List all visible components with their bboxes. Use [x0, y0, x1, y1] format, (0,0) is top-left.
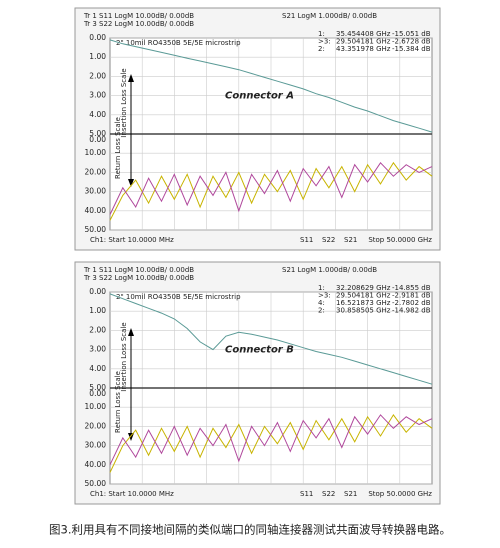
trace-header: S21 LogM 1.000dB/ 0.00dB: [282, 266, 377, 274]
legend-label: S11: [300, 236, 313, 244]
marker-cell: -15.384 dB: [392, 45, 431, 53]
y-tick-label: 0.00: [89, 33, 106, 42]
panel-subtitle: 2" 10mil RO4350B 5E/5E microstrip: [116, 39, 241, 47]
marker-cell: >3:: [318, 38, 331, 46]
y2-tick-label: 20.00: [85, 167, 107, 176]
y-tick-label: 1.00: [89, 52, 106, 61]
panel-title: Connector B: [225, 345, 294, 356]
y-tick-label: 3.00: [89, 345, 106, 354]
caption: 图3.利用具有不同接地间隔的类似端口的同轴连接器测试共面波导转换器电路。: [49, 523, 451, 537]
y2-tick-label: 10.00: [85, 402, 107, 411]
trace-header: Tr 3 S22 LogM 10.00dB/ 0.00dB: [83, 274, 194, 282]
y-axis-label: Insertion Loss Scale: [120, 322, 128, 391]
y2-tick-label: 30.00: [85, 441, 107, 450]
y2-tick-label: 30.00: [85, 187, 107, 196]
marker-cell: 32.208629 GHz: [336, 284, 391, 292]
series-line: [109, 293, 433, 385]
trace-header: Tr 1 S11 LogM 10.00dB/ 0.00dB: [83, 266, 194, 274]
y-tick-label: 5.00: [89, 129, 106, 138]
marker-cell: 4:: [318, 299, 325, 307]
marker-cell: -2.9181 dB: [392, 292, 431, 300]
marker-cell: -15.051 dB: [392, 30, 431, 38]
marker-cell: 29.504181 GHz: [336, 38, 391, 46]
panel-subtitle: 2" 10mil RO4350B 5E/5E microstrip: [116, 293, 241, 301]
y2-tick-label: 10.00: [85, 148, 107, 157]
series-line: [109, 414, 433, 466]
y2-tick-label: 50.00: [85, 225, 107, 234]
y-tick-label: 5.00: [89, 383, 106, 392]
marker-cell: 2:: [318, 307, 325, 315]
y-tick-label: 3.00: [89, 91, 106, 100]
panel-title: Connector A: [225, 91, 294, 102]
y2-tick-label: 0.00: [89, 389, 106, 398]
trace-header: Tr 1 S11 LogM 10.00dB/ 0.00dB: [83, 12, 194, 20]
y-tick-label: 4.00: [89, 110, 106, 119]
legend-label: S22: [322, 236, 335, 244]
marker-cell: -2.7802 dB: [392, 299, 431, 307]
legend-label: S21: [344, 236, 357, 244]
y2-tick-label: 40.00: [85, 206, 107, 215]
y2-tick-label: 40.00: [85, 460, 107, 469]
footer-left: Ch1: Start 10.0000 MHz: [90, 236, 174, 244]
y-tick-label: 4.00: [89, 364, 106, 373]
y-tick-label: 0.00: [89, 287, 106, 296]
y2-tick-label: 20.00: [85, 421, 107, 430]
marker-cell: -2.6728 dB: [392, 38, 431, 46]
marker-cell: 29.504181 GHz: [336, 292, 391, 300]
legend-label: S21: [344, 490, 357, 498]
marker-cell: 1:: [318, 284, 325, 292]
trace-header: S21 LogM 1.000dB/ 0.00dB: [282, 12, 377, 20]
series-line: [109, 162, 433, 215]
legend-label: S22: [322, 490, 335, 498]
legend-label: S11: [300, 490, 313, 498]
marker-cell: 35.454408 GHz: [336, 30, 391, 38]
y-tick-label: 2.00: [89, 325, 106, 334]
marker-cell: -14.855 dB: [392, 284, 431, 292]
series-line: [109, 39, 433, 133]
y2-axis-label: Return Loss Scale: [114, 371, 122, 433]
marker-cell: 16.521873 GHz: [336, 299, 391, 307]
footer-right: Stop 50.0000 GHz: [368, 236, 432, 244]
footer-right: Stop 50.0000 GHz: [368, 490, 432, 498]
y-tick-label: 2.00: [89, 71, 106, 80]
trace-header: Tr 3 S22 LogM 10.00dB/ 0.00dB: [83, 20, 194, 28]
marker-cell: 43.351978 GHz: [336, 45, 391, 53]
y-tick-label: 1.00: [89, 306, 106, 315]
marker-cell: >3:: [318, 292, 331, 300]
y2-tick-label: 50.00: [85, 479, 107, 488]
y2-tick-label: 0.00: [89, 135, 106, 144]
marker-cell: -14.982 dB: [392, 307, 431, 315]
y-axis-label: Insertion Loss Scale: [120, 68, 128, 137]
y2-axis-label: Return Loss Scale: [114, 117, 122, 179]
footer-left: Ch1: Start 10.0000 MHz: [90, 490, 174, 498]
marker-cell: 30.858505 GHz: [336, 307, 391, 315]
marker-cell: 1:: [318, 30, 325, 38]
marker-cell: 2:: [318, 45, 325, 53]
